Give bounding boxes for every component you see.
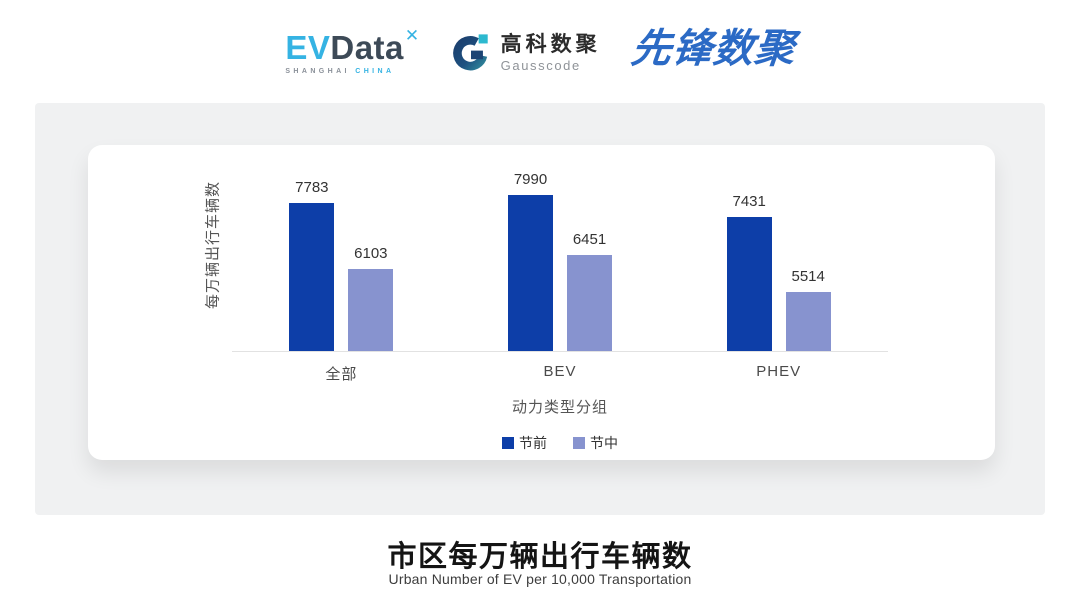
legend-label: 节中 xyxy=(590,435,618,451)
bar-节前-PHEV xyxy=(726,217,772,351)
chart-panel: 每万辆出行车辆数 7783 6103 7990 6451 7431 5514 全部 BEV P… xyxy=(35,103,1045,515)
evdata-logo: EV Data ✕ SHANGHAI CHINA xyxy=(285,27,419,75)
bar-group-PHEV: 7431 5514 xyxy=(669,172,888,351)
chart-plot: 7783 6103 7990 6451 7431 5514 全部 BEV PHEV 动力类型分… xyxy=(232,171,888,453)
gausscode-g-icon xyxy=(452,34,488,71)
category-label-BEV: BEV xyxy=(543,363,577,380)
pioneer-logo: 先锋数聚 xyxy=(628,27,798,71)
legend-swatch-icon xyxy=(573,437,585,449)
category-label-全部: 全部 xyxy=(325,366,358,383)
value-label: 6451 xyxy=(572,231,607,248)
gausscode-en-text: Gausscode xyxy=(500,57,581,73)
y-axis-title: 每万辆出行车辆数 xyxy=(204,180,222,310)
evdata-ev-text: EV xyxy=(285,29,331,66)
legend-label: 节前 xyxy=(519,435,547,451)
evdata-subtitle: SHANGHAI CHINA xyxy=(285,68,419,75)
legend-swatch-icon xyxy=(502,437,514,449)
bar-group-全部: 7783 6103 xyxy=(232,172,451,351)
evdata-wordmark: EV Data ✕ xyxy=(285,27,419,66)
bar-wrap: 7431 xyxy=(726,193,772,351)
evdata-china-text: CHINA xyxy=(355,68,395,75)
figure-subtitle: Urban Number of EV per 10,000 Transporta… xyxy=(388,571,692,587)
bar-wrap: 7783 xyxy=(289,179,335,351)
value-label: 7431 xyxy=(732,193,766,210)
bar-wrap: 6103 xyxy=(348,245,394,351)
category-label-PHEV: PHEV xyxy=(756,363,802,380)
bar-节中-BEV xyxy=(567,255,612,351)
value-label: 5514 xyxy=(791,268,825,285)
bar-wrap: 6451 xyxy=(567,231,612,351)
legend-item-节中[interactable]: 节中 xyxy=(573,433,618,453)
evdata-shanghai-text: SHANGHAI xyxy=(285,68,350,75)
evdata-data-text: Data xyxy=(330,29,404,66)
bar-节中-PHEV xyxy=(785,292,831,351)
bar-group-BEV: 7990 6451 xyxy=(451,171,670,351)
bar-节中-全部 xyxy=(348,269,394,351)
value-label: 7990 xyxy=(513,171,548,188)
legend-item-节前[interactable]: 节前 xyxy=(502,433,547,453)
value-label: 7783 xyxy=(295,179,329,196)
logo-bar: EV Data ✕ SHANGHAI CHINA xyxy=(0,0,1080,100)
bar-节前-全部 xyxy=(289,203,335,351)
evdata-star-icon: ✕ xyxy=(404,26,420,45)
figure-title: 市区每万辆出行车辆数 xyxy=(387,541,693,573)
gausscode-cn-text: 高科数聚 xyxy=(500,33,601,57)
x-axis-categories: 全部 BEV PHEV xyxy=(232,363,888,384)
bar-节前-BEV xyxy=(508,195,553,351)
gausscode-logo: 高科数聚 Gausscode xyxy=(450,32,601,74)
plot-area: 7783 6103 7990 6451 7431 5514 xyxy=(232,171,888,352)
x-axis-title: 动力类型分组 xyxy=(511,399,608,416)
bar-wrap: 7990 xyxy=(508,171,553,351)
chart-card: 每万辆出行车辆数 7783 6103 7990 6451 7431 5514 全部 BEV P… xyxy=(88,145,995,460)
gausscode-wordmark: 高科数聚 Gausscode xyxy=(501,33,601,72)
legend: 节前 节中 xyxy=(232,433,888,453)
value-label: 6103 xyxy=(354,245,388,262)
bar-wrap: 5514 xyxy=(785,268,831,351)
